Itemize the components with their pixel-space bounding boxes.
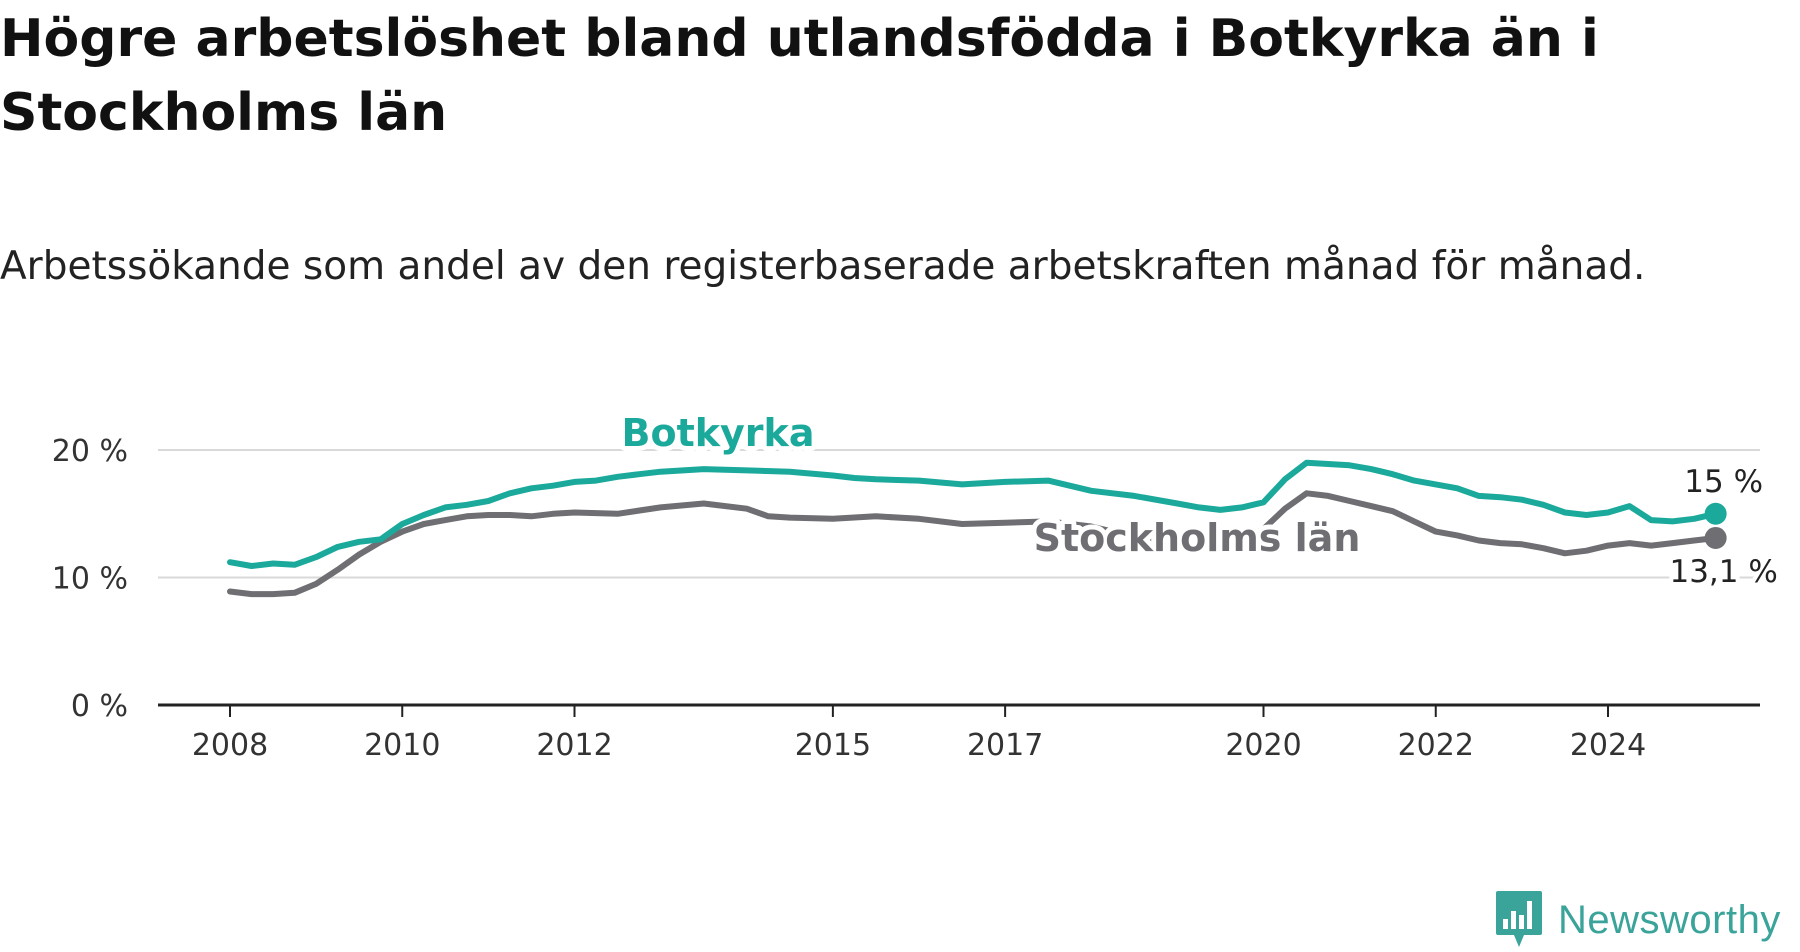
series-lines	[227, 459, 1719, 598]
x-tick-label: 2010	[364, 728, 440, 763]
newsworthy-logo[interactable]: Newsworthy	[1494, 888, 1781, 952]
stockholms-lan-end-marker	[1704, 526, 1727, 549]
y-tick-label: 10 %	[52, 562, 128, 597]
stockholms-lan-line	[227, 490, 1719, 598]
x-tick-label: 2022	[1398, 728, 1474, 763]
y-tick-label: 0 %	[71, 689, 128, 724]
x-tick-label: 2008	[192, 728, 268, 763]
botkyrka-end-marker	[1704, 502, 1727, 525]
y-tick-label: 20 %	[52, 434, 128, 469]
gridlines	[158, 449, 1760, 579]
brand-name: Newsworthy	[1558, 897, 1781, 942]
axes: 0 % 10 % 20 % 2008 2010 2012 2015 2017 2020 2022 2…	[52, 434, 1760, 763]
stockholms-lan-end-label: 13,1 %	[1669, 554, 1777, 590]
x-tick-label: 2017	[967, 728, 1043, 763]
stockholms-lan-series-label: Stockholms län	[1034, 516, 1361, 560]
botkyrka-end-label: 15 %	[1684, 464, 1763, 500]
end-markers	[1704, 502, 1727, 549]
x-tick-label: 2015	[795, 728, 871, 763]
x-tick-label: 2020	[1225, 728, 1301, 763]
x-tick-label: 2012	[536, 728, 612, 763]
chart-title: Högre arbetslöshet bland utlandsfödda i …	[0, 9, 1599, 143]
botkyrka-series-label: Botkyrka	[622, 411, 815, 455]
line-chart: 0 % 10 % 20 % 2008 2010 2012 2015 2017 2020 2022 2…	[52, 410, 1782, 763]
x-tick-label: 2024	[1570, 728, 1646, 763]
labels: 15 % 13,1 % Botkyrka Stockholms län	[617, 410, 1782, 594]
bar-chart-icon	[1496, 891, 1542, 947]
chart-subtitle: Arbetssökande som andel av den registerb…	[0, 244, 1646, 289]
botkyrka-line	[227, 459, 1719, 569]
